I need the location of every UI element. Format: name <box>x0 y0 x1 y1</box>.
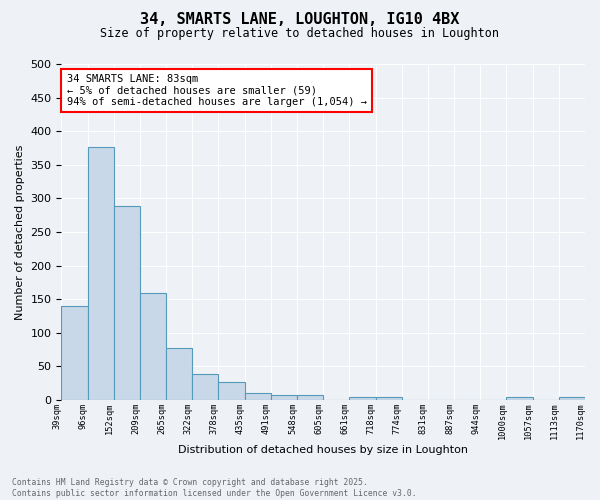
Text: 34, SMARTS LANE, LOUGHTON, IG10 4BX: 34, SMARTS LANE, LOUGHTON, IG10 4BX <box>140 12 460 28</box>
Text: Size of property relative to detached houses in Loughton: Size of property relative to detached ho… <box>101 28 499 40</box>
Bar <box>114 206 140 400</box>
Bar <box>218 382 245 400</box>
Text: 34 SMARTS LANE: 83sqm
← 5% of detached houses are smaller (59)
94% of semi-detac: 34 SMARTS LANE: 83sqm ← 5% of detached h… <box>67 74 367 108</box>
Bar <box>559 397 585 400</box>
Bar <box>271 395 297 400</box>
Bar <box>506 397 533 400</box>
Bar <box>245 393 271 400</box>
Bar <box>376 396 402 400</box>
Bar <box>88 146 114 400</box>
Text: Contains HM Land Registry data © Crown copyright and database right 2025.
Contai: Contains HM Land Registry data © Crown c… <box>12 478 416 498</box>
Bar <box>193 374 218 400</box>
X-axis label: Distribution of detached houses by size in Loughton: Distribution of detached houses by size … <box>178 445 468 455</box>
Bar <box>61 306 88 400</box>
Bar <box>349 397 376 400</box>
Bar <box>140 293 166 400</box>
Bar <box>297 395 323 400</box>
Bar <box>166 348 193 400</box>
Y-axis label: Number of detached properties: Number of detached properties <box>15 144 25 320</box>
